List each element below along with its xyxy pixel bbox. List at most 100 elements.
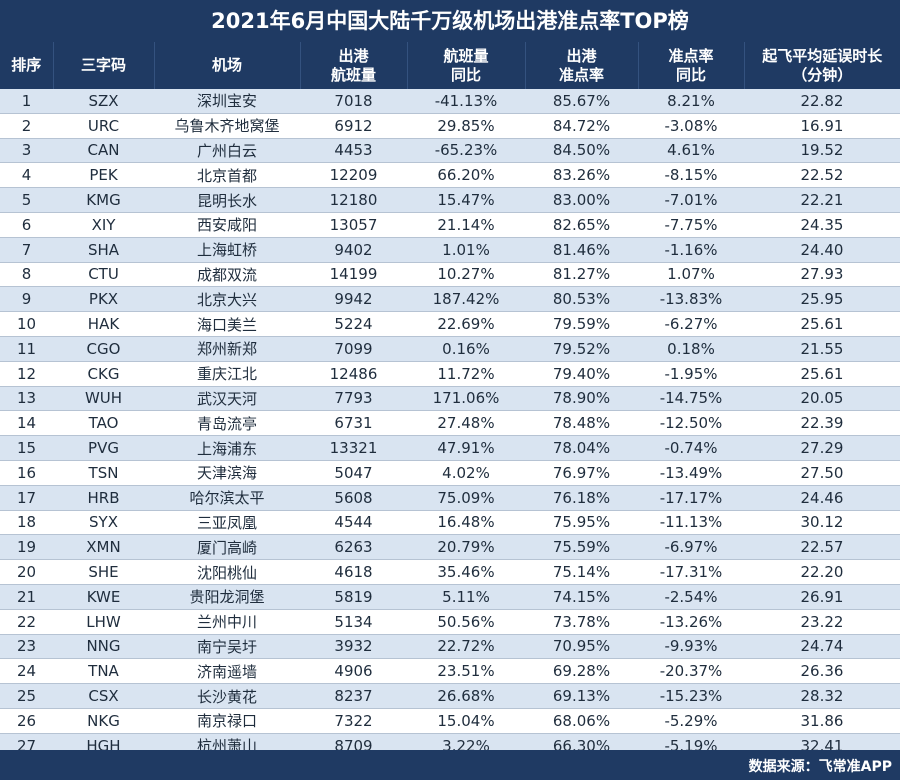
departures-yoy-cell: 11.72% <box>407 361 525 387</box>
ontime-rate-cell: 74.15% <box>525 584 638 610</box>
airport-name-cell: 济南遥墙 <box>154 658 300 685</box>
ontime-yoy-cell: -11.13% <box>638 510 744 536</box>
departures-cell: 12209 <box>300 162 407 189</box>
ontime-yoy-cell: -13.26% <box>638 609 744 635</box>
ontime-yoy-cell: 0.18% <box>638 336 744 362</box>
rank-cell: 20 <box>0 559 53 585</box>
departures-cell: 7099 <box>300 336 407 362</box>
table-row: 9 PKX 北京大兴 9942 187.42% 80.53% -13.83% 25.95 <box>0 286 900 313</box>
ontime-yoy-cell: -7.75% <box>638 212 744 238</box>
airport-name-cell: 郑州新郑 <box>154 336 300 362</box>
ontime-rate-cell: 81.27% <box>525 262 638 288</box>
departures-cell: 5224 <box>300 311 407 337</box>
iata-code-cell: HRB <box>53 485 154 511</box>
header-label: 起飞平均延误时长 <box>762 46 883 65</box>
ontime-rate-cell: 79.40% <box>525 361 638 387</box>
header-avg-delay: 起飞平均延误时长 （分钟） <box>744 42 900 89</box>
ontime-rate-cell: 70.95% <box>525 634 638 660</box>
table-row: 22 LHW 兰州中川 5134 50.56% 73.78% -13.26% 23.22 <box>0 609 900 635</box>
iata-code-cell: SYX <box>53 510 154 536</box>
rank-cell: 6 <box>0 212 53 238</box>
rank-cell: 26 <box>0 708 53 734</box>
departures-cell: 12180 <box>300 187 407 213</box>
airport-name-cell: 南京禄口 <box>154 708 300 734</box>
avg-delay-cell: 20.05 <box>744 386 900 412</box>
ontime-rate-cell: 83.26% <box>525 162 638 189</box>
rank-cell: 22 <box>0 609 53 635</box>
avg-delay-cell: 27.29 <box>744 435 900 461</box>
departures-cell: 3932 <box>300 634 407 660</box>
iata-code-cell: TAO <box>53 410 154 437</box>
departures-cell: 13057 <box>300 212 407 238</box>
airport-name-cell: 三亚凤凰 <box>154 510 300 536</box>
avg-delay-cell: 22.39 <box>744 410 900 437</box>
departures-yoy-cell: 29.85% <box>407 113 525 139</box>
iata-code-cell: CTU <box>53 262 154 288</box>
ontime-rate-cell: 80.53% <box>525 286 638 313</box>
airport-name-cell: 上海虹桥 <box>154 237 300 263</box>
rank-cell: 1 <box>0 89 53 114</box>
ontime-yoy-cell: -8.15% <box>638 162 744 189</box>
avg-delay-cell: 26.91 <box>744 584 900 610</box>
ontime-rate-cell: 85.67% <box>525 89 638 114</box>
ontime-rate-cell: 84.50% <box>525 138 638 164</box>
ontime-yoy-cell: -1.16% <box>638 237 744 263</box>
departures-yoy-cell: 171.06% <box>407 386 525 412</box>
header-iata-code: 三字码 <box>53 42 155 89</box>
header-ontime-rate: 出港 准点率 <box>525 42 639 89</box>
departures-yoy-cell: 10.27% <box>407 262 525 288</box>
table-row: 11 CGO 郑州新郑 7099 0.16% 79.52% 0.18% 21.55 <box>0 336 900 362</box>
footer-bar: 数据来源：飞常准APP <box>0 750 900 780</box>
airport-name-cell: 北京大兴 <box>154 286 300 313</box>
airport-name-cell: 重庆江北 <box>154 361 300 387</box>
ontime-rate-cell: 78.48% <box>525 410 638 437</box>
rank-cell: 8 <box>0 262 53 288</box>
avg-delay-cell: 22.57 <box>744 534 900 561</box>
header-label: 同比 <box>450 65 481 84</box>
header-rank: 排序 <box>0 42 54 89</box>
departures-yoy-cell: 27.48% <box>407 410 525 437</box>
rank-cell: 12 <box>0 361 53 387</box>
departures-yoy-cell: 15.47% <box>407 187 525 213</box>
iata-code-cell: CKG <box>53 361 154 387</box>
avg-delay-cell: 25.95 <box>744 286 900 313</box>
ontime-yoy-cell: -13.49% <box>638 460 744 486</box>
rank-cell: 4 <box>0 162 53 189</box>
ontime-rate-cell: 69.28% <box>525 658 638 685</box>
iata-code-cell: KWE <box>53 584 154 610</box>
avg-delay-cell: 27.93 <box>744 262 900 288</box>
departures-yoy-cell: 75.09% <box>407 485 525 511</box>
departures-yoy-cell: -65.23% <box>407 138 525 164</box>
iata-code-cell: WUH <box>53 386 154 412</box>
ontime-yoy-cell: -5.29% <box>638 708 744 734</box>
departures-yoy-cell: -41.13% <box>407 89 525 114</box>
departures-yoy-cell: 5.11% <box>407 584 525 610</box>
departures-cell: 5047 <box>300 460 407 486</box>
avg-delay-cell: 21.55 <box>744 336 900 362</box>
avg-delay-cell: 25.61 <box>744 361 900 387</box>
departures-cell: 6912 <box>300 113 407 139</box>
airport-name-cell: 成都双流 <box>154 262 300 288</box>
table-row: 5 KMG 昆明长水 12180 15.47% 83.00% -7.01% 22.21 <box>0 187 900 213</box>
iata-code-cell: TNA <box>53 658 154 685</box>
ontime-yoy-cell: -12.50% <box>638 410 744 437</box>
airport-name-cell: 北京首都 <box>154 162 300 189</box>
avg-delay-cell: 22.21 <box>744 187 900 213</box>
departures-cell: 4906 <box>300 658 407 685</box>
departures-cell: 7793 <box>300 386 407 412</box>
iata-code-cell: PKX <box>53 286 154 313</box>
airport-name-cell: 深圳宝安 <box>154 89 300 114</box>
departures-cell: 13321 <box>300 435 407 461</box>
ontime-yoy-cell: -17.31% <box>638 559 744 585</box>
departures-cell: 4618 <box>300 559 407 585</box>
ontime-rate-cell: 68.06% <box>525 708 638 734</box>
iata-code-cell: CAN <box>53 138 154 164</box>
departures-yoy-cell: 20.79% <box>407 534 525 561</box>
departures-cell: 9402 <box>300 237 407 263</box>
table-row: 8 CTU 成都双流 14199 10.27% 81.27% 1.07% 27.93 <box>0 262 900 288</box>
header-label: 排序 <box>11 56 42 74</box>
avg-delay-cell: 27.50 <box>744 460 900 486</box>
header-label: 三字码 <box>80 56 126 74</box>
iata-code-cell: LHW <box>53 609 154 635</box>
rank-cell: 5 <box>0 187 53 213</box>
